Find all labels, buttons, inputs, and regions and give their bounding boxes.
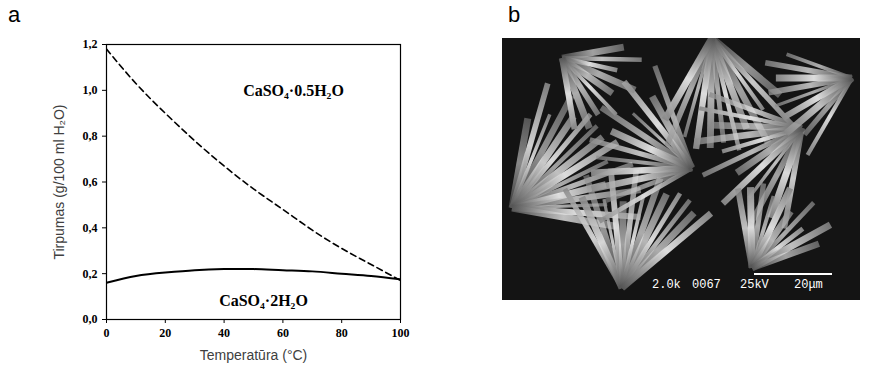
svg-text:0,6: 0,6: [83, 175, 98, 189]
svg-text:40: 40: [218, 326, 230, 340]
svg-text:25kV: 25kV: [740, 278, 770, 292]
svg-text:20μm: 20μm: [794, 278, 823, 292]
svg-text:100: 100: [392, 326, 410, 340]
html-text:a: a: [8, 2, 21, 27]
svg-text:CaSO₄·2H₂O: CaSO₄·2H₂O: [219, 292, 308, 309]
svg-text:Temperatūra (°C): Temperatūra (°C): [200, 347, 308, 363]
svg-text:2.0k: 2.0k: [652, 278, 681, 292]
html-text:b: b: [508, 2, 521, 27]
svg-text:Tirpumas (g/100 ml H₂O): Tirpumas (g/100 ml H₂O): [51, 104, 67, 259]
svg-text:CaSO₄·0.5H₂O: CaSO₄·0.5H₂O: [243, 82, 344, 99]
svg-text:1,0: 1,0: [83, 83, 98, 97]
svg-text:80: 80: [336, 326, 348, 340]
svg-text:1,2: 1,2: [83, 37, 98, 51]
svg-text:0,0: 0,0: [83, 312, 98, 326]
svg-text:0,4: 0,4: [83, 221, 98, 235]
svg-text:0,8: 0,8: [83, 129, 98, 143]
svg-text:20: 20: [159, 326, 171, 340]
svg-text:0,2: 0,2: [83, 267, 98, 281]
svg-text:0067: 0067: [692, 278, 721, 292]
svg-text:0: 0: [104, 326, 110, 340]
svg-text:60: 60: [277, 326, 289, 340]
